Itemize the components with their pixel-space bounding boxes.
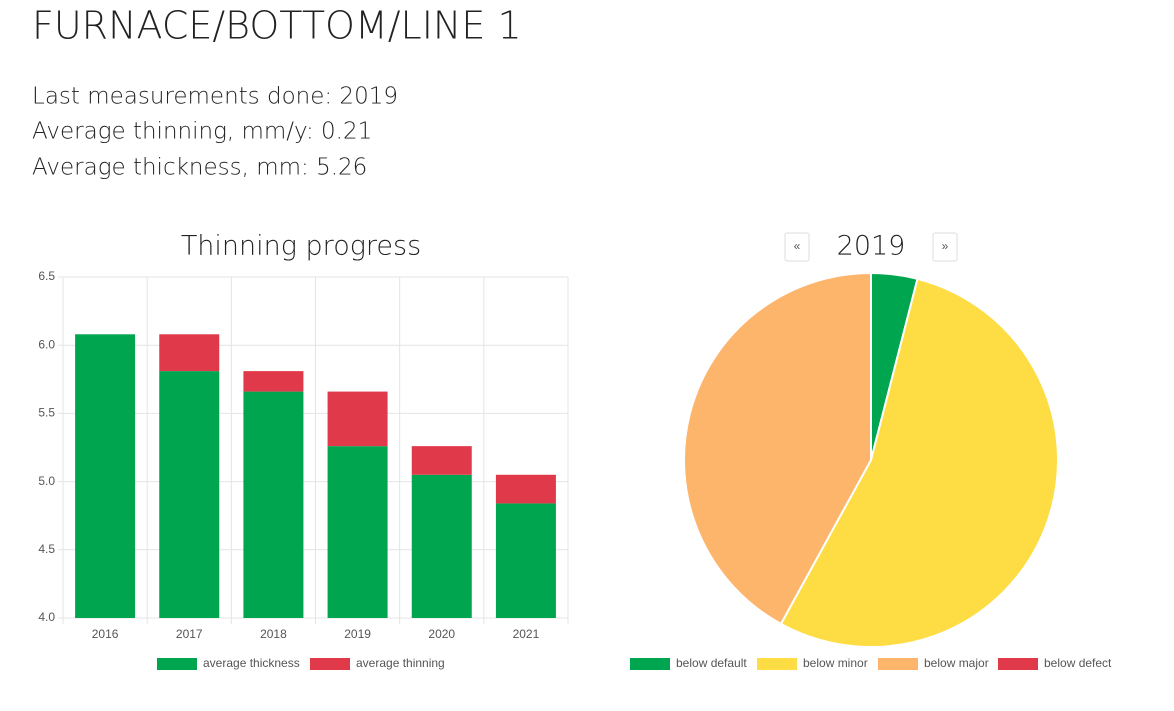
x-tick-label: 2019 <box>344 627 371 641</box>
pie-slice <box>779 277 1059 648</box>
legend-swatch <box>757 658 797 670</box>
info-line: Last measurements done: 2019 <box>32 84 398 110</box>
legend-label: average thinning <box>356 656 445 670</box>
prev-button[interactable] <box>784 232 810 262</box>
bar-segment <box>495 474 556 504</box>
next-button[interactable] <box>932 232 958 262</box>
bar-segment <box>411 446 472 475</box>
bar-segment <box>159 334 220 372</box>
legend-swatch <box>878 658 918 670</box>
legend-label: average thickness <box>203 656 300 670</box>
bar-segment <box>159 371 220 618</box>
info-line: Average thinning, mm/y: 0.21 <box>32 119 372 145</box>
bar-segment <box>75 334 136 618</box>
y-tick-label: 6.0 <box>38 337 55 351</box>
legend-label: below minor <box>803 656 868 670</box>
y-tick-label: 4.5 <box>38 542 55 556</box>
x-tick-label: 2018 <box>260 627 287 641</box>
legend-label: below defect <box>1044 656 1112 670</box>
bar-segment <box>243 391 304 618</box>
bar-segment <box>327 446 388 618</box>
prev-button-label[interactable]: « <box>794 239 801 253</box>
bar-segment <box>327 391 388 447</box>
legend-label: below default <box>676 656 747 670</box>
legend-swatch <box>310 658 350 670</box>
y-tick-label: 5.0 <box>38 474 55 488</box>
legend-label: below major <box>924 656 989 670</box>
pie-slice <box>683 271 872 626</box>
info-line: Average thickness, mm: 5.26 <box>32 155 367 181</box>
x-tick-label: 2020 <box>428 627 455 641</box>
y-tick-label: 6.5 <box>38 269 55 283</box>
legend-swatch <box>998 658 1038 670</box>
bar-segment <box>495 503 556 618</box>
page-title: FURNACE/BOTTOM/LINE 1 <box>32 4 522 48</box>
legend-swatch <box>630 658 670 670</box>
next-button-label[interactable]: » <box>942 239 949 253</box>
chart-title: Thinning progress <box>181 231 421 262</box>
chart-title: 2019 <box>837 231 906 262</box>
legend-swatch <box>157 658 197 670</box>
x-tick-label: 2021 <box>513 627 540 641</box>
x-tick-label: 2017 <box>176 627 203 641</box>
x-tick-label: 2016 <box>92 627 119 641</box>
bar-segment <box>243 371 304 392</box>
bar-segment <box>411 474 472 618</box>
y-tick-label: 5.5 <box>38 406 55 420</box>
y-tick-label: 4.0 <box>38 610 55 624</box>
